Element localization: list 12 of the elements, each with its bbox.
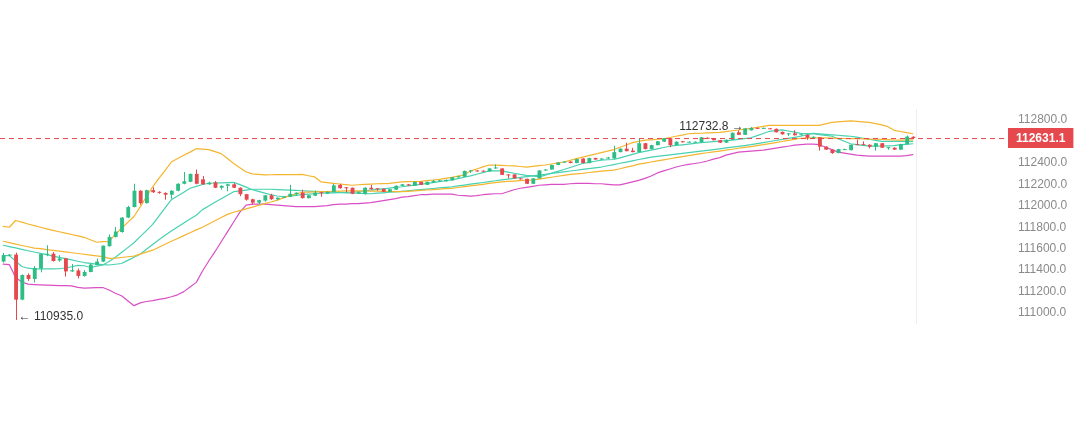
y-tick-label: 111200.0 bbox=[1018, 283, 1067, 298]
y-tick-label: 111000.0 bbox=[1018, 305, 1067, 320]
y-tick-label: 111600.0 bbox=[1018, 241, 1067, 255]
annotation: 112732.8 → bbox=[679, 119, 744, 134]
annotation: ← 110935.0 bbox=[18, 309, 84, 324]
y-tick-label: 111800.0 bbox=[1018, 219, 1067, 234]
y-tick-label: 112800.0 bbox=[1018, 112, 1068, 127]
ref-line-label: 112631.1 bbox=[1016, 131, 1066, 146]
y-tick-label: 111400.0 bbox=[1018, 262, 1067, 277]
y-tick-label: 112200.0 bbox=[1018, 176, 1068, 191]
y-tick-label: 112000.0 bbox=[1018, 198, 1068, 213]
y-tick-label: 112400.0 bbox=[1018, 155, 1068, 170]
